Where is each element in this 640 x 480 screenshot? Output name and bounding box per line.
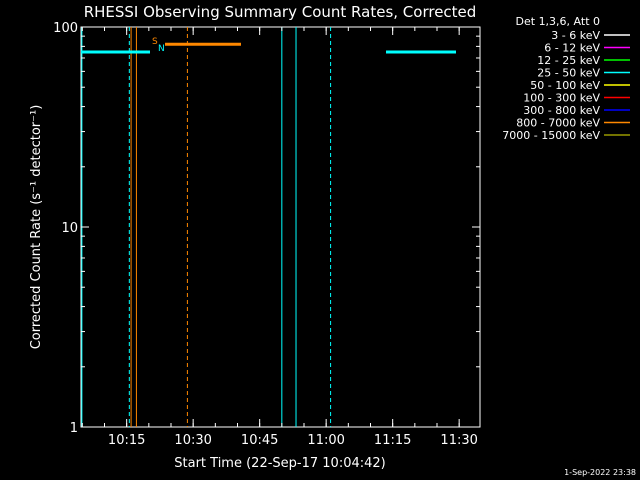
legend-label-8: 7000 - 15000 keV [502,129,600,142]
y-axis-label: Corrected Count Rate (s⁻¹ detector⁻¹) [29,105,44,350]
x-tick-label-2: 10:45 [241,433,278,448]
footer-date: 1-Sep-2022 23:38 [564,468,636,477]
legend-label-1: 6 - 12 keV [544,42,600,55]
y-axis: 1 10 100 [53,21,480,436]
x-tick-label-0: 10:15 [108,433,145,448]
y-tick-label-1: 10 [61,221,78,236]
x-axis-label: Start Time (22-Sep-17 10:04:42) [174,456,385,471]
legend-label-6: 300 - 800 keV [523,104,600,117]
y-tick-label-2: 100 [53,21,78,36]
y-tick-label-0: 1 [70,421,78,436]
legend-label-3: 25 - 50 keV [537,67,600,80]
legend-label-2: 12 - 25 keV [537,54,600,67]
x-tick-label-5: 11:30 [440,433,477,448]
x-tick-label-1: 10:30 [174,433,211,448]
chart-title: RHESSI Observing Summary Count Rates, Co… [84,3,477,21]
legend-label-5: 100 - 300 keV [523,92,600,105]
x-axis: 10:15 10:30 10:45 11:00 11:15 11:30 [81,27,478,448]
plot-frame [80,26,481,428]
legend-label-0: 3 - 6 keV [551,29,600,42]
x-tick-label-4: 11:15 [374,433,411,448]
legend-label-7: 800 - 7000 keV [516,117,600,130]
legend-title: Det 1,3,6, Att 0 [516,15,600,28]
plot-area: SN [80,26,481,428]
annotation-s: S [152,37,158,47]
annotation-n: N [158,44,165,54]
x-tick-label-3: 11:00 [307,433,344,448]
legend-label-4: 50 - 100 keV [530,79,600,92]
